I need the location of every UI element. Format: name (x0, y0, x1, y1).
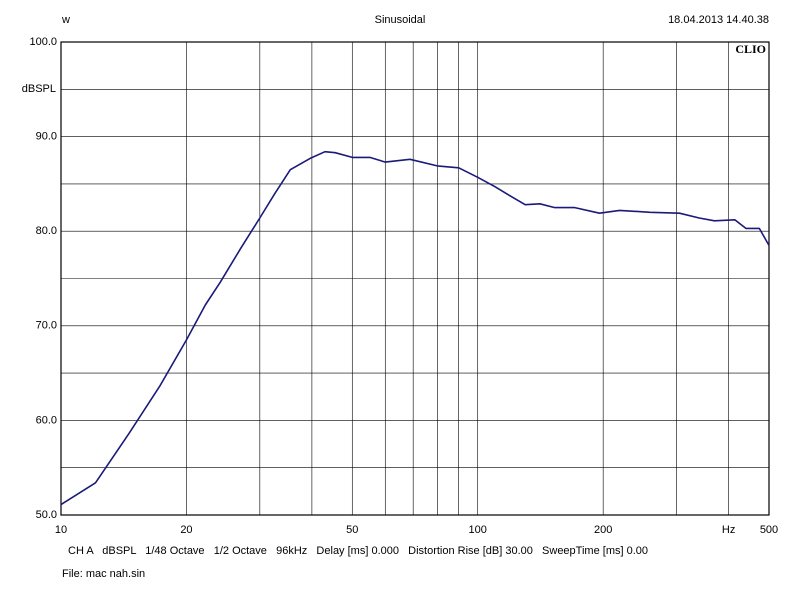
y-axis-label: dBSPL (22, 83, 56, 95)
response-curve (60, 150, 770, 506)
brand: CLIO (735, 42, 766, 56)
x-tick-label: 200 (594, 524, 612, 536)
y-tick-label: 50.0 (36, 509, 57, 521)
x-tick-label: 100 (469, 524, 487, 536)
x-tick-label: 10 (55, 524, 67, 536)
y-tick-label: 80.0 (36, 225, 57, 237)
y-tick-label: 90.0 (36, 131, 57, 143)
x-tick-label: 50 (346, 524, 358, 536)
file-line: File: mac nah.sin (62, 568, 145, 580)
plot-frame (60, 41, 770, 516)
settings-line: CH A dBSPL 1/48 Octave 1/2 Octave 96kHz … (68, 545, 648, 557)
y-tick-label: 100.0 (29, 36, 57, 48)
x-tick-label: 20 (180, 524, 192, 536)
y-tick-label: 70.0 (36, 320, 57, 332)
x-tick-label: 500 (760, 524, 778, 536)
chart-title: Sinusoidal (375, 14, 426, 26)
x-tick-label: Hz (722, 524, 735, 536)
header-left: w (61, 14, 70, 26)
y-tick-label: 60.0 (36, 414, 57, 426)
timestamp: 18.04.2013 14.40.38 (668, 14, 769, 26)
